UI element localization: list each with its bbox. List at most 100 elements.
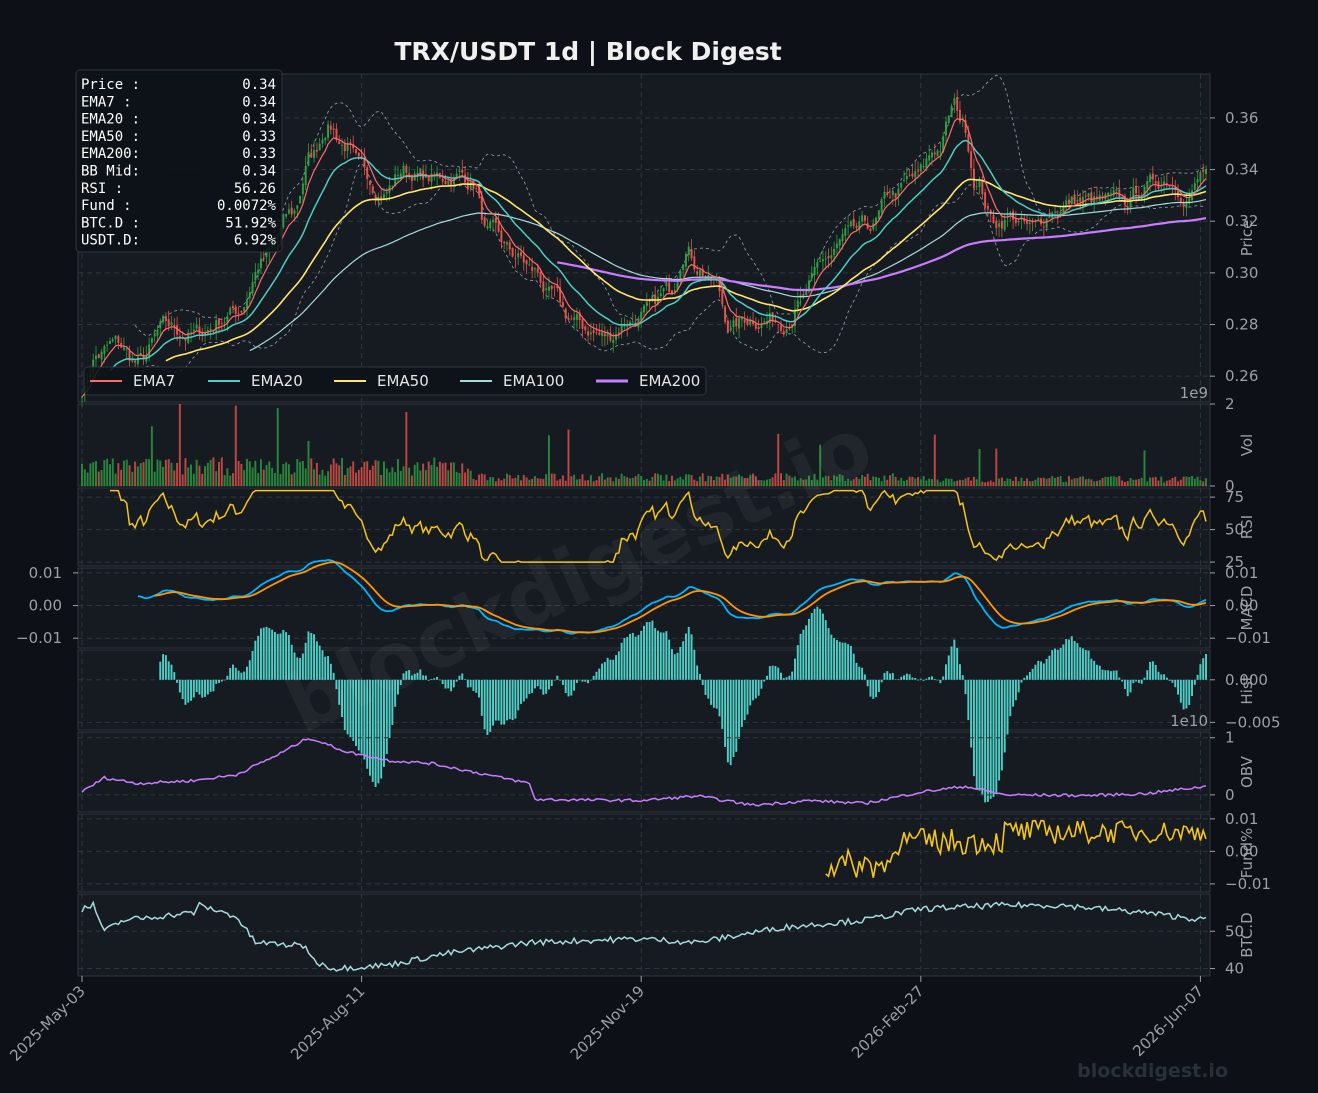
volume-bar [519,480,522,486]
volume-bar [1065,481,1068,486]
candle-body [1009,212,1012,215]
hist-bar [1045,658,1048,680]
btcd-line [81,900,1207,973]
candle-body [1017,220,1020,223]
hist-bar [903,675,906,680]
candle-body [889,196,892,198]
candle-body [1151,173,1154,180]
candle-body [341,144,344,146]
candle-body [156,329,159,336]
volume-bar [1081,476,1084,486]
volume-bar [637,474,640,486]
candle-body [226,316,229,323]
volume-bar [1006,478,1009,486]
volume-bar [108,464,111,486]
legend-label-ema20: EMA20 [251,372,303,390]
volume-bar [1084,479,1087,486]
candle-body [1023,218,1026,222]
candle-body [550,285,553,290]
volume-bar [807,475,810,486]
candle-body [903,179,906,181]
volume-bar [1182,476,1185,486]
legend: EMA7 EMA20 EMA50 EMA100 EMA200 [83,366,707,396]
candle-body [232,306,234,309]
volume-bar [947,478,950,486]
volume-bar [972,476,975,486]
volume-bar [1165,480,1168,486]
volume-bar [1129,478,1132,486]
candle-body [480,196,483,220]
hist-bar [570,679,573,696]
candle-body [922,165,925,167]
volume-bar [1174,476,1177,486]
hist-bar [1093,660,1096,680]
volume-bar [220,457,223,486]
signal-line [154,561,1207,634]
candle-body [234,306,237,315]
hist-bar [704,679,707,695]
hist-bar [410,675,413,680]
candle-body [687,246,690,256]
hist-bar [693,649,696,680]
candle-body [1045,218,1048,228]
volume-bar [369,469,371,486]
volume-bar [844,481,847,486]
hist-bar [925,678,928,680]
volume-bar [100,470,103,486]
candle-body [852,218,855,227]
hist-bar [464,679,467,680]
volume-bar [508,475,511,486]
volume-bar [1076,478,1079,486]
candle-body [1065,200,1068,205]
hist-bar [508,679,511,720]
candle-body [511,247,514,257]
volume-bar [785,473,788,486]
candle-body [665,282,668,287]
hist-bar [802,629,805,680]
hist-bar [617,651,620,680]
hist-bar [1121,679,1124,682]
candle-body [506,242,508,245]
candle-body [827,256,830,259]
volume-bar [550,473,553,486]
volume-bar [931,479,933,486]
candle-body [455,173,458,179]
volume-bar [204,466,207,486]
hist-bar [992,679,995,797]
hist-bar [1095,664,1098,680]
hist-bar [785,677,788,680]
volume-bar [170,462,173,486]
obv-ylabel: OBV [1238,755,1256,788]
volume-bar [715,476,718,486]
candle-body [528,264,531,266]
hist-bar [645,622,648,680]
candle-body [494,217,497,223]
candle-body [427,175,430,181]
volume-bar [917,477,919,486]
hist-bar [606,657,609,680]
candle-body [1048,217,1051,219]
candle-body [136,356,139,365]
volume-bar [245,458,248,486]
volume-bar [162,466,165,486]
hist-bar [573,679,576,691]
hist-bar [539,679,542,690]
hist-bar [665,631,668,680]
volume-bar [539,478,542,486]
hist-bar [1000,679,1003,771]
hist-bar [349,679,352,738]
volume-bar [92,462,95,486]
candle-body [369,180,371,185]
hist-bar [360,679,363,754]
volume-bar [352,461,355,486]
volume-bar [780,473,782,486]
hist-bar [472,679,475,691]
volume-bar [875,476,878,486]
candle-body [162,315,165,323]
volume-bar [234,405,237,486]
hist-bar [223,679,226,681]
hist-bar [648,622,651,680]
volume-bar [732,476,735,486]
hist-bar [612,659,615,680]
candle-body [662,288,665,292]
